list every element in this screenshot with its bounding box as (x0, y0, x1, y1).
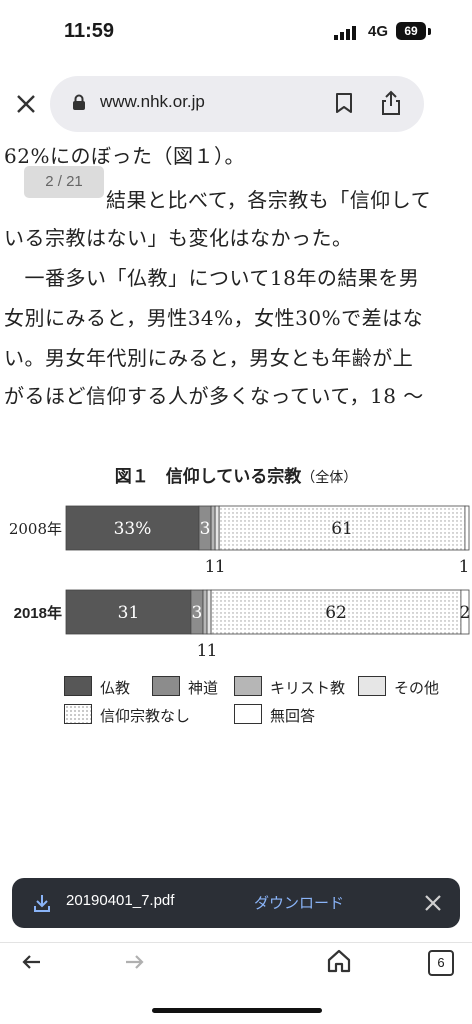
bar-segment (206, 589, 212, 635)
category-label: 2008年 (9, 520, 62, 538)
bar-segment (218, 505, 466, 551)
share-icon[interactable] (380, 90, 402, 116)
bar-segment (464, 505, 470, 551)
close-download-icon[interactable] (424, 894, 442, 912)
bookmark-icon[interactable] (334, 92, 354, 114)
network-type: 4G (368, 23, 389, 40)
home-icon[interactable] (326, 948, 352, 974)
url-text[interactable]: www.nhk.or.jp (100, 92, 205, 111)
legend-swatch (152, 676, 180, 696)
legend-swatch (64, 704, 92, 724)
home-indicator (152, 1008, 322, 1013)
data-label: 3 (200, 519, 211, 539)
category-label: 2018年 (14, 604, 62, 622)
close-tab-icon[interactable] (14, 92, 38, 116)
data-label: 33% (114, 519, 152, 539)
chart-title: 図１ 信仰している宗教（全体） (0, 462, 472, 487)
address-bar[interactable] (50, 76, 424, 132)
lock-icon (73, 94, 85, 110)
data-label: 2 (460, 603, 471, 623)
legend-swatch (358, 676, 386, 696)
legend-label: 無回答 (270, 707, 316, 725)
download-bar (12, 878, 460, 928)
status-time: 11:59 (64, 20, 115, 42)
article-line-3: いる宗教はない」も変化はなかった。 (4, 226, 353, 250)
forward-arrow-icon[interactable] (122, 950, 146, 974)
article-line-5: 女別にみると，男性34%，女性30%で差はな (4, 306, 424, 330)
download-button[interactable]: ダウンロード (254, 894, 345, 912)
download-filename: 20190401_7.pdf (66, 892, 175, 909)
chart-title-main: 図１ 信仰している宗教 (114, 467, 302, 487)
article-line-7: がるほど信仰する人が多くなっていて，18 〜 (4, 384, 424, 408)
bar-segment (214, 505, 220, 551)
data-label: 1 (207, 641, 218, 661)
tab-switcher-button[interactable]: 6 (428, 950, 454, 976)
data-label: 3 (192, 603, 203, 623)
article-line-2: 結果と比べて，各宗教も「信仰して (106, 188, 432, 212)
divider (0, 942, 472, 943)
data-label: 62 (325, 603, 347, 623)
bar-segment (65, 589, 192, 635)
legend-label: キリスト教 (270, 679, 346, 697)
data-label: 1 (459, 557, 470, 577)
chart-subtitle: （全体） (301, 470, 358, 486)
legend-swatch (234, 676, 262, 696)
data-label: 31 (118, 603, 140, 623)
bar-segment (460, 589, 470, 635)
bar-segment (65, 505, 200, 551)
data-label: 1 (205, 557, 216, 577)
download-icon[interactable] (32, 893, 52, 913)
data-label: 61 (331, 519, 353, 539)
article-line-6: い。男女年代別にみると，男女とも年齢が上 (4, 346, 414, 370)
article-line-1: 62%にのぼった（図１）。 (4, 144, 245, 168)
bar-segment (210, 505, 216, 551)
legend-label: その他 (394, 679, 440, 697)
legend-swatch (64, 676, 92, 696)
legend-label: 神道 (188, 679, 219, 697)
legend-label: 仏教 (100, 679, 131, 697)
battery-tip (428, 28, 431, 35)
data-label: 1 (215, 557, 226, 577)
bar-segment (210, 589, 462, 635)
page-indicator: 2 / 21 (24, 166, 104, 198)
signal-icon (334, 26, 356, 40)
article-line-4: 一番多い「仏教」について18年の結果を男 (4, 266, 420, 290)
battery-icon: 69 (396, 22, 426, 40)
bar-segment (202, 589, 208, 635)
legend-label: 信仰宗教なし (100, 707, 191, 725)
legend-swatch (234, 704, 262, 724)
back-arrow-icon[interactable] (20, 950, 44, 974)
data-label: 1 (197, 641, 208, 661)
